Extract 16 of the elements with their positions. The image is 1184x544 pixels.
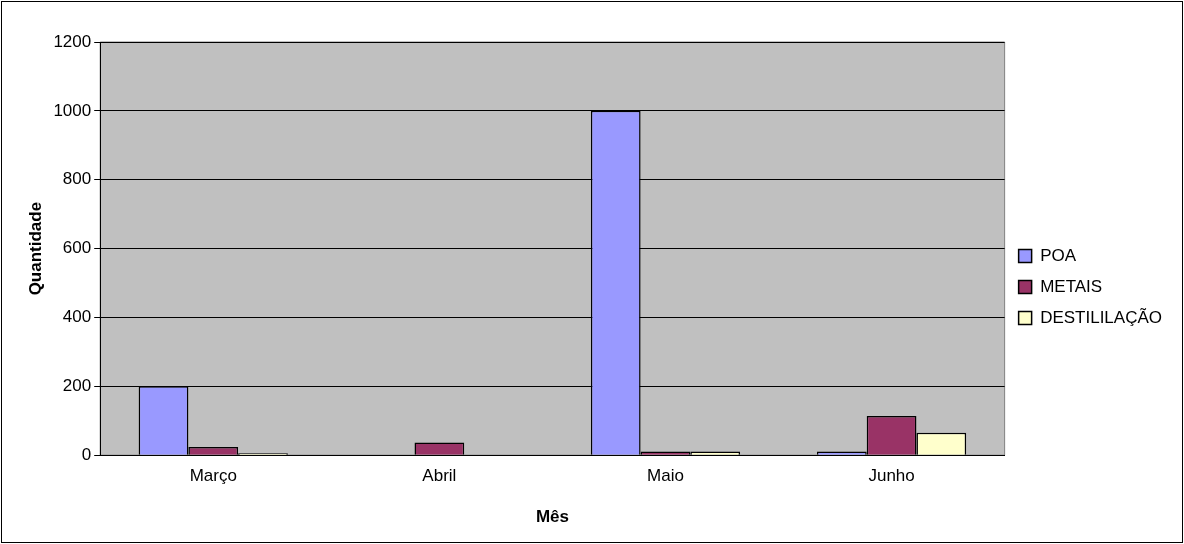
y-tick-label: 200 (62, 376, 92, 396)
legend-label: POA (1040, 245, 1077, 265)
y-tick-label: 600 (62, 238, 92, 258)
x-tick-label: Abril (422, 466, 457, 486)
x-tick-label: Junho (868, 466, 915, 486)
y-tick-label: 1000 (53, 100, 92, 120)
y-tick-label: 1200 (53, 31, 92, 51)
legend-label: DESTILILAÇÃO (1040, 307, 1162, 327)
x-tick-label: Março (189, 466, 237, 486)
x-axis-title: Mês (535, 507, 569, 527)
y-tick-label: 800 (62, 169, 92, 189)
x-tick-label: Maio (647, 466, 684, 486)
legend-label: METAIS (1040, 276, 1103, 296)
y-tick-label: 0 (81, 444, 92, 464)
y-tick-label: 400 (62, 307, 92, 327)
y-axis-title: Quantidade (25, 201, 45, 296)
